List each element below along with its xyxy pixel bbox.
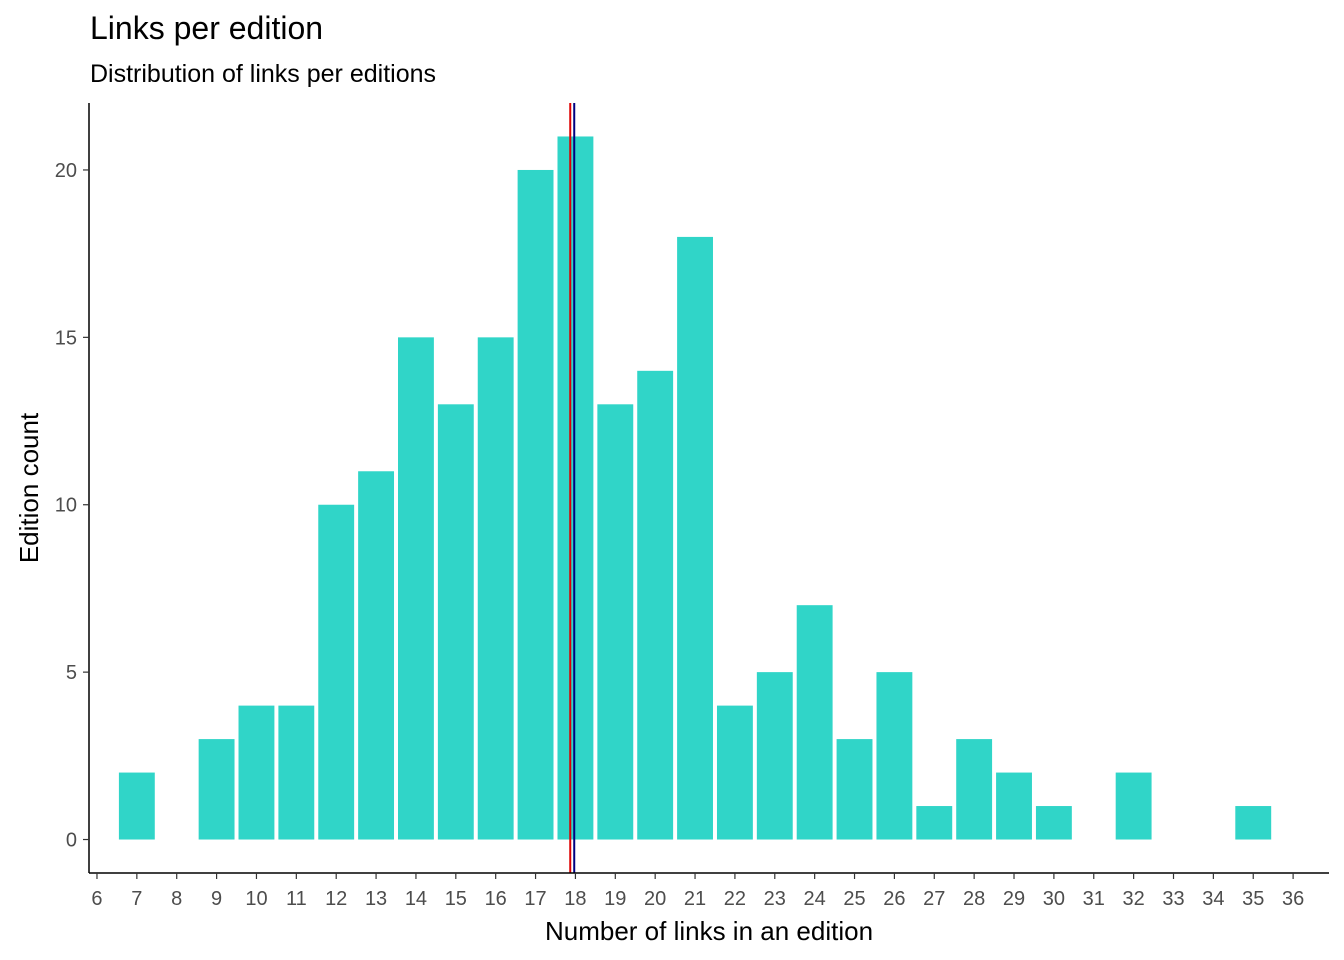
- x-tick-label: 13: [365, 888, 387, 910]
- bar-27: [916, 806, 953, 840]
- bar-10: [238, 705, 275, 840]
- chart-title: Links per edition: [90, 10, 324, 46]
- y-tick-label: 5: [66, 662, 77, 684]
- x-tick-label: 6: [91, 888, 102, 910]
- bar-15: [437, 404, 474, 840]
- x-tick-label: 22: [724, 888, 746, 910]
- bar-16: [477, 337, 514, 840]
- x-tick-label: 8: [171, 888, 182, 910]
- x-tick-label: 28: [963, 888, 985, 910]
- x-tick-label: 23: [764, 888, 786, 910]
- x-tick-label: 18: [564, 888, 586, 910]
- x-tick-label: 32: [1123, 888, 1145, 910]
- bar-11: [278, 705, 315, 840]
- x-axis-ticks: 6 7 8 9 10 11 12 13 14 15 16 17 18 19 20 21 22 23 24 25 26 27…: [91, 873, 1304, 910]
- bar-22: [716, 705, 753, 840]
- y-tick-label: 20: [55, 160, 77, 182]
- bar-28: [956, 739, 993, 840]
- bar-12: [318, 504, 355, 840]
- x-tick-label: 36: [1282, 888, 1304, 910]
- bar-14: [398, 337, 434, 840]
- x-tick-label: 25: [843, 888, 865, 910]
- x-tick-label: 11: [286, 888, 307, 910]
- x-tick-label: 30: [1043, 888, 1065, 910]
- x-tick-label: 20: [644, 888, 666, 910]
- y-axis-ticks: 0 5 10 15 20: [55, 160, 89, 852]
- x-tick-label: 29: [1003, 888, 1025, 910]
- x-tick-label: 12: [325, 888, 347, 910]
- bar-18: [557, 136, 594, 840]
- y-tick-label: 0: [66, 830, 77, 852]
- reference-lines-group: [569, 103, 576, 873]
- bar-9: [198, 739, 235, 840]
- bar-19: [597, 404, 634, 840]
- x-tick-label: 15: [445, 888, 467, 910]
- bars-group: [118, 136, 1272, 840]
- x-tick-label: 34: [1202, 888, 1224, 910]
- x-tick-label: 19: [604, 888, 626, 910]
- chart-subtitle: Distribution of links per editions: [90, 60, 436, 88]
- y-tick-label: 15: [55, 327, 77, 349]
- bar-25: [836, 739, 873, 840]
- bar-35: [1235, 806, 1272, 840]
- bar-32: [1115, 772, 1152, 840]
- x-tick-label: 14: [405, 888, 427, 910]
- bar-7: [118, 772, 155, 840]
- bar-24: [796, 605, 833, 840]
- x-tick-label: 35: [1242, 888, 1264, 910]
- x-axis-title: Number of links in an edition: [545, 916, 873, 946]
- bar-29: [996, 772, 1032, 840]
- y-axis-title: Edition count: [14, 412, 44, 563]
- x-tick-label: 27: [923, 888, 945, 910]
- bar-30: [1035, 806, 1072, 840]
- x-tick-label: 17: [524, 888, 546, 910]
- x-tick-label: 7: [131, 888, 142, 910]
- x-tick-label: 9: [211, 888, 222, 910]
- bar-26: [876, 672, 913, 840]
- bar-21: [677, 236, 713, 840]
- bar-23: [756, 672, 793, 840]
- x-tick-label: 26: [883, 888, 905, 910]
- x-tick-label: 21: [684, 888, 706, 910]
- x-tick-label: 16: [485, 888, 507, 910]
- x-tick-label: 24: [804, 888, 826, 910]
- x-tick-label: 33: [1162, 888, 1184, 910]
- bar-13: [358, 471, 395, 840]
- x-tick-label: 10: [245, 888, 267, 910]
- bar-20: [637, 370, 674, 840]
- y-tick-label: 10: [55, 495, 77, 517]
- x-tick-label: 31: [1083, 888, 1105, 910]
- bar-17: [517, 169, 554, 840]
